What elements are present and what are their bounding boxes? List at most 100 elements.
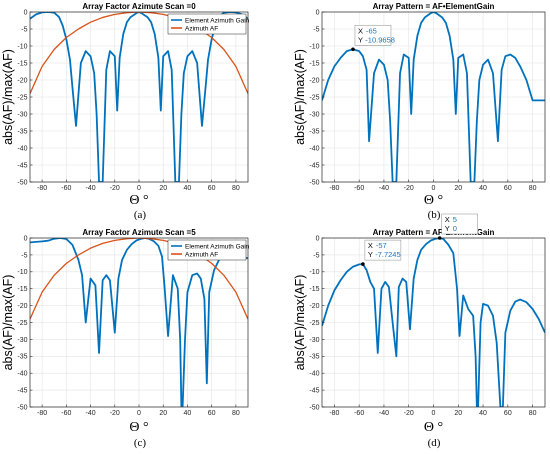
chart-panel-4: -80 -60 -40 -20 0 20 40 60 80 0 -5 -10 -15 -20 -25 -30 -…: [293, 213, 546, 449]
x-axis-label: Θ °: [129, 193, 148, 208]
y-tick-label: -50: [17, 404, 27, 411]
x-tick-label: 60: [208, 185, 216, 192]
x-tick-label: 80: [232, 410, 240, 417]
y-tick-label: -30: [17, 337, 27, 344]
y-tick-label: -25: [309, 320, 319, 327]
y-tick-label: -30: [309, 111, 319, 118]
x-axis-label: Θ °: [424, 420, 443, 435]
x-tick-label: 60: [504, 410, 512, 417]
x-tick-label: 40: [184, 410, 192, 417]
y-tick-label: -15: [17, 286, 27, 293]
x-tick-label: -60: [61, 185, 71, 192]
y-tick-label: -10: [309, 269, 319, 276]
datatip-x-row: X -65: [358, 26, 377, 35]
series-group: [30, 238, 248, 407]
x-tick-label: -60: [354, 185, 364, 192]
y-tick-label: -30: [17, 111, 27, 118]
legend-label: Element Azimuth Gain: [185, 243, 250, 250]
y-tick-label: -25: [17, 320, 27, 327]
y-tick-label: -35: [17, 128, 27, 135]
y-tick-label: -50: [17, 179, 27, 186]
datatip-box: [354, 25, 392, 46]
y-tick-label: -40: [17, 145, 27, 152]
y-tick-label: 0: [316, 9, 320, 16]
x-tick-label: 0: [432, 410, 436, 417]
y-tick-label: -50: [309, 179, 319, 186]
x-tick-label: 0: [432, 185, 436, 192]
datatip-x-label: X: [368, 241, 373, 250]
x-tick-label: -80: [329, 185, 339, 192]
y-tick-label: -20: [309, 77, 319, 84]
y-tick-label: -30: [309, 337, 319, 344]
x-tick-label: -40: [85, 410, 95, 417]
chart-title: Array Pattern = AF•ElementGain: [373, 2, 495, 11]
y-tick-label: -15: [309, 286, 319, 293]
x-axis-label: Θ °: [424, 193, 443, 208]
datatip-x-value: -57: [376, 241, 387, 250]
y-tick-label: -25: [309, 94, 319, 101]
y-tick-label: -10: [309, 43, 319, 50]
y-tick-label: -20: [309, 303, 319, 310]
datatip-x-value: -65: [366, 26, 377, 35]
legend-box: [167, 239, 247, 261]
y-axis-label: abs(AF)/max(AF): [293, 49, 307, 145]
datatip-x-row: X -57: [368, 241, 387, 250]
y-tick-label: -40: [309, 371, 319, 378]
chart-panel-3: -80 -60 -40 -20 0 20 40 60 80 0 -5 -10 -15 -20 -25 -30 -…: [1, 228, 250, 449]
datatip-x-label: X: [445, 215, 450, 224]
series-line-2: [30, 12, 248, 94]
y-tick-label: -45: [309, 162, 319, 169]
x-tick-label: -80: [37, 185, 47, 192]
x-tick-label: 40: [479, 410, 487, 417]
chart-panel-2: -80 -60 -40 -20 0 20 40 60 80 0 -5 -10 -15 -20 -25 -30 -…: [293, 2, 546, 221]
x-tick-label: -40: [379, 185, 389, 192]
datatip: X 5Y 0: [437, 213, 478, 240]
series-line-2: [30, 238, 248, 320]
x-tick-label: 80: [529, 185, 537, 192]
y-tick-label: -35: [17, 354, 27, 361]
y-tick-label: -25: [17, 94, 27, 101]
y-tick-label: 0: [24, 235, 28, 242]
datatip-marker: [361, 262, 365, 266]
legend-label: Azimuth AF: [185, 25, 218, 32]
datatip-y-value: -10.9658: [365, 35, 395, 44]
series-line-1: [30, 12, 248, 182]
x-tick-label: -20: [404, 185, 414, 192]
y-tick-label: -35: [309, 354, 319, 361]
datatip: X -57Y -7.7245: [361, 239, 402, 266]
y-tick-label: 0: [24, 9, 28, 16]
y-tick-label: -5: [21, 252, 27, 259]
series-group: [322, 12, 545, 182]
datatip-x-value: 5: [453, 215, 457, 224]
x-tick-label: 20: [159, 410, 167, 417]
x-tick-label: 80: [529, 410, 537, 417]
x-tick-label: -60: [61, 410, 71, 417]
x-tick-label: 0: [137, 185, 141, 192]
y-tick-label: 0: [316, 235, 320, 242]
datatip-box: [364, 239, 402, 261]
datatip-y-row: Y -10.9658: [358, 35, 395, 44]
chart-title: Array Pattern = AF•ElementGain: [373, 228, 495, 237]
x-tick-label: 20: [454, 185, 462, 192]
x-tick-label: -40: [379, 410, 389, 417]
y-tick-label: -5: [313, 26, 319, 33]
y-tick-label: -10: [17, 43, 27, 50]
y-tick-label: -45: [17, 162, 27, 169]
x-tick-label: 40: [479, 185, 487, 192]
datatip-y-label: Y: [358, 35, 363, 44]
series-group: [30, 12, 248, 182]
y-tick-label: -35: [309, 128, 319, 135]
x-tick-label: 60: [504, 185, 512, 192]
series-line-1: [322, 12, 545, 182]
legend-box: [167, 13, 247, 35]
panel-label: (a): [134, 209, 147, 221]
y-tick-label: -40: [17, 371, 27, 378]
x-tick-label: -20: [110, 410, 120, 417]
datatip-y-value: -7.7245: [375, 250, 400, 259]
x-tick-label: -60: [354, 410, 364, 417]
y-tick-label: -40: [309, 145, 319, 152]
x-tick-label: -80: [37, 410, 47, 417]
series-line-1: [30, 238, 248, 407]
x-tick-label: 80: [232, 185, 240, 192]
